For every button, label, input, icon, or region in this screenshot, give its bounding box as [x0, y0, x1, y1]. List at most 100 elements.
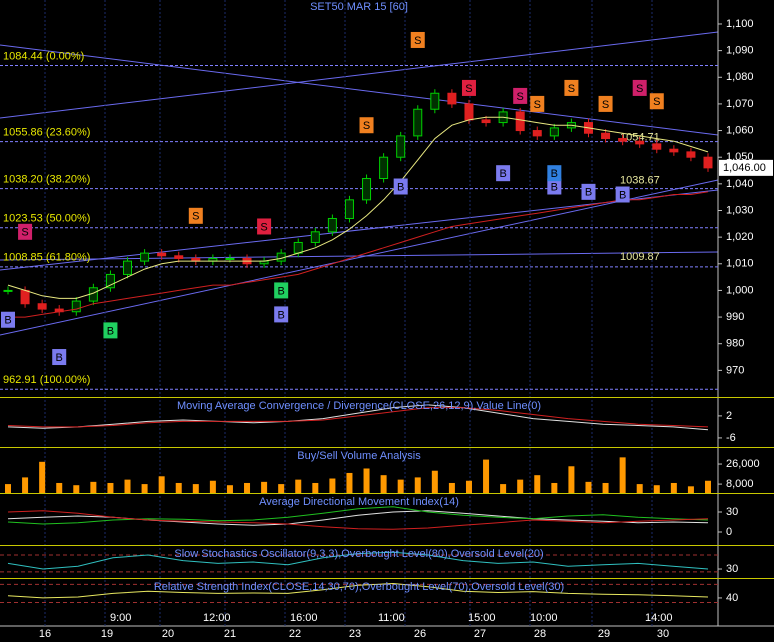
signal-label: B	[397, 181, 404, 193]
signal-box	[274, 306, 289, 323]
candle	[362, 178, 372, 201]
candle	[157, 252, 167, 257]
volume-bar	[226, 485, 233, 493]
y-tick-label: 1,020	[726, 231, 754, 243]
signal-label: S	[21, 227, 28, 239]
candle	[703, 156, 713, 169]
candle	[327, 217, 337, 233]
volume-bar	[380, 475, 387, 493]
candle	[515, 111, 525, 132]
y-tick-label: 1,060	[726, 124, 754, 136]
series-line	[7, 404, 709, 431]
fib-label: 1008.85 (61.80%)	[3, 252, 90, 264]
signal-label: B	[585, 187, 592, 199]
volume-bar	[670, 482, 677, 493]
candle	[635, 140, 645, 145]
fib-label: 1038.20 (38.20%)	[3, 174, 90, 186]
signal-box	[274, 282, 289, 299]
panel-title: Relative Strength Index(CLOSE,14,30,70),…	[154, 581, 564, 593]
series-line	[7, 510, 709, 530]
volume-bar	[687, 486, 694, 493]
signal-label: B	[277, 285, 284, 297]
volume-bar	[329, 478, 336, 493]
y-tick-label: 0	[726, 526, 732, 538]
signal-label: B	[551, 181, 558, 193]
signal-box	[513, 87, 528, 104]
candle	[430, 92, 440, 110]
signal-label: S	[260, 221, 267, 233]
candle	[310, 231, 320, 243]
volume-bar	[295, 479, 302, 493]
x-time-label: 16:00	[290, 612, 318, 624]
x-day-label: 20	[162, 628, 174, 640]
signal-box	[359, 117, 374, 134]
x-time-label: 15:00	[468, 612, 496, 624]
x-day-label: 21	[224, 628, 236, 640]
x-time-label: 12:00	[203, 612, 231, 624]
trendline	[0, 251, 719, 261]
candle	[344, 199, 354, 219]
x-day-label: 16	[39, 628, 51, 640]
trendline	[0, 31, 719, 119]
y-tick-label: 1,070	[726, 98, 754, 110]
volume-bar	[397, 479, 404, 493]
signal-box	[1, 311, 15, 328]
volume-bar	[363, 468, 370, 493]
candle	[37, 303, 47, 310]
signal-box	[461, 79, 476, 96]
volume-bar	[90, 481, 97, 493]
series-line	[7, 407, 709, 428]
signal-box	[547, 178, 562, 195]
volume-bar	[534, 475, 541, 493]
x-day-label: 22	[289, 628, 301, 640]
signal-label: B	[499, 168, 506, 180]
signal-label: S	[517, 91, 524, 103]
y-tick-label: 1,000	[726, 284, 754, 296]
signal-label: B	[277, 309, 284, 321]
volume-bar	[705, 480, 711, 493]
candle	[413, 108, 423, 137]
candle	[464, 103, 474, 121]
candle	[601, 132, 611, 140]
trendlines	[0, 31, 719, 336]
volume-bar	[244, 482, 251, 493]
candle	[447, 92, 457, 105]
x-day-label: 30	[657, 628, 669, 640]
y-tick-label: 1,100	[726, 18, 754, 30]
y-tick-label: 8,000	[726, 478, 754, 490]
signal-label: S	[465, 83, 472, 95]
volume-bar	[192, 484, 199, 493]
fib-label: 962.91 (100.00%)	[3, 374, 90, 386]
candle	[481, 119, 491, 124]
y-tick-label: 30	[726, 563, 738, 575]
candle	[669, 148, 679, 153]
signal-box	[632, 79, 647, 96]
volume-bar	[414, 477, 421, 493]
candle	[123, 260, 133, 275]
x-day-label: 19	[101, 628, 113, 640]
fib-label: 1023.53 (50.00%)	[3, 213, 90, 225]
volume-bar	[465, 480, 472, 493]
signal-label: S	[653, 96, 660, 108]
panel-title: Buy/Sell Volume Analysis	[297, 450, 421, 462]
y-tick-label: 1,010	[726, 258, 754, 270]
signal-box	[649, 93, 664, 110]
volume-bar	[56, 482, 63, 493]
volume-bar	[124, 479, 131, 493]
trendline	[0, 44, 719, 136]
trendline	[0, 179, 719, 336]
volume-bar	[619, 457, 626, 493]
candle	[140, 252, 150, 262]
candle	[105, 273, 115, 289]
signal-box	[188, 207, 203, 224]
panel-title: Average Directional Movement Index(14)	[259, 496, 459, 508]
signal-box	[564, 79, 579, 96]
y-tick-label: 2	[726, 410, 732, 422]
y-tick-label: 30	[726, 506, 738, 518]
signal-box	[257, 218, 272, 235]
volume-bar	[636, 484, 643, 493]
y-tick-label: -6	[726, 432, 736, 444]
y-tick-label: 1,040	[726, 178, 754, 190]
